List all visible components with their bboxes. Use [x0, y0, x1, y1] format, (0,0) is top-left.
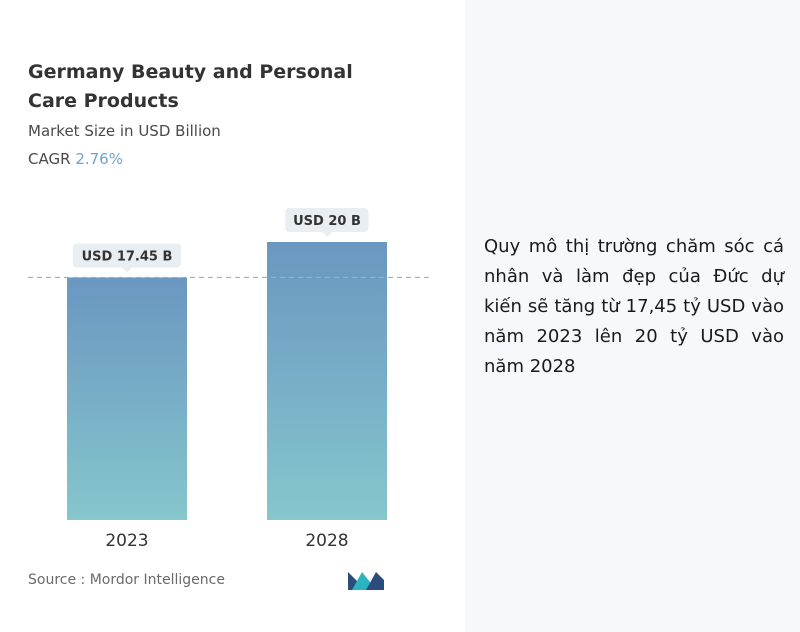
data-label-pointer-2023 — [122, 267, 132, 273]
data-label-2023: USD 17.45 B — [82, 249, 173, 264]
data-label-2028: USD 20 B — [293, 214, 361, 229]
x-tick-label-2028: 2028 — [305, 531, 348, 551]
bar-2028 — [267, 242, 387, 520]
data-label-box-2028 — [285, 208, 369, 232]
chart-title: Germany Beauty and Personal Care Product… — [28, 61, 353, 112]
cagr-line: CAGR 2.76% — [28, 150, 123, 168]
x-tick-label-2023: 2023 — [105, 531, 148, 551]
side-panel — [465, 0, 800, 632]
data-label-box-2023 — [72, 243, 182, 268]
source-note: Source : Mordor Intelligence — [28, 572, 225, 588]
description-text: Quy mô thị trường chăm sóc cá nhân và là… — [484, 236, 784, 377]
cagr-label: CAGR — [28, 150, 71, 168]
data-label-pointer-2028 — [322, 232, 332, 237]
chart-subtitle: Market Size in USD Billion — [28, 122, 221, 140]
bar-2023 — [67, 277, 187, 520]
cagr-value: 2.76% — [75, 150, 123, 168]
mordor-intelligence-logo-icon — [348, 572, 384, 590]
bar-chart: USD 17.45 B 2023 USD 20 B 2028 — [28, 208, 430, 551]
chart-panel: Germany Beauty and Personal Care Product… — [28, 61, 430, 590]
